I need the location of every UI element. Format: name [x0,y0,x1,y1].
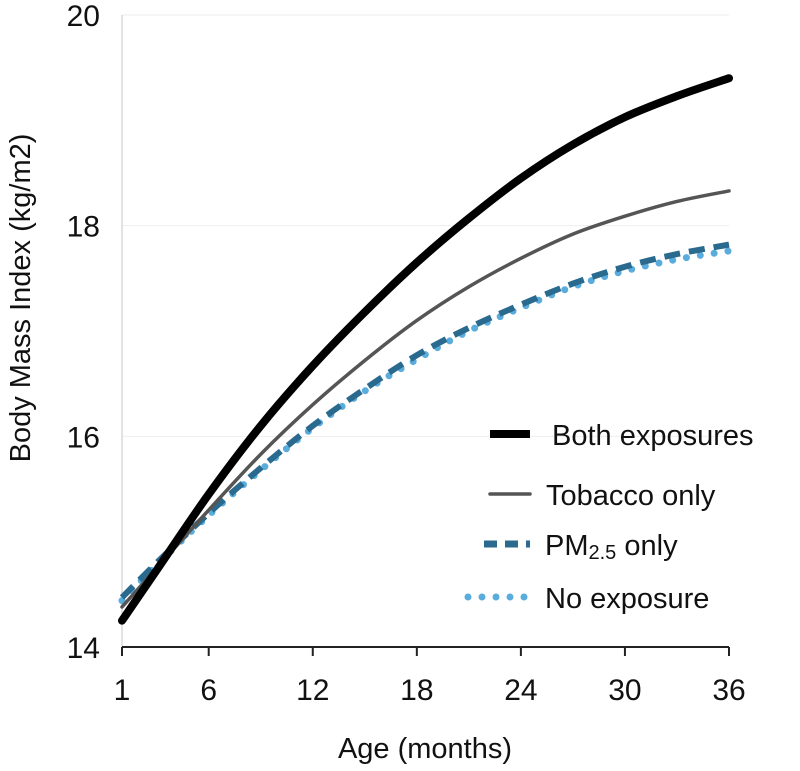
series-line-both-exposures [118,74,733,625]
series-line-tobacco-only [120,189,731,609]
legend-label-4: No exposure [545,583,709,615]
x-tick-label-12: 12 [296,674,329,707]
y-axis-title: Body Mass Index (kg/m2) [5,134,37,463]
y-tick-label-14: 14 [67,632,100,665]
x-tick-label-30: 30 [608,674,641,707]
legend-label-3: PM2.5 only [545,530,678,564]
axes [121,15,730,656]
series-line-no-exposure [118,247,733,605]
x-tick-label-6: 6 [200,674,217,707]
legend-label-1: Both exposures [552,420,754,452]
y-tick-label-16: 16 [67,421,100,454]
x-tick-label-36: 36 [712,674,745,707]
series-layer [118,74,733,625]
y-tick-label-20: 20 [67,0,100,33]
legend: Both exposures Tobacco only PM2.5 only No e… [464,420,754,615]
x-tick-label-1: 1 [114,674,131,707]
x-axis-title: Age (months) [338,733,512,765]
legend-label-2: Tobacco only [546,480,716,512]
series-line-pm2-5-only [119,241,730,600]
x-tick-label-18: 18 [400,674,433,707]
x-tick-label-24: 24 [504,674,537,707]
y-tick-label-18: 18 [67,211,100,244]
